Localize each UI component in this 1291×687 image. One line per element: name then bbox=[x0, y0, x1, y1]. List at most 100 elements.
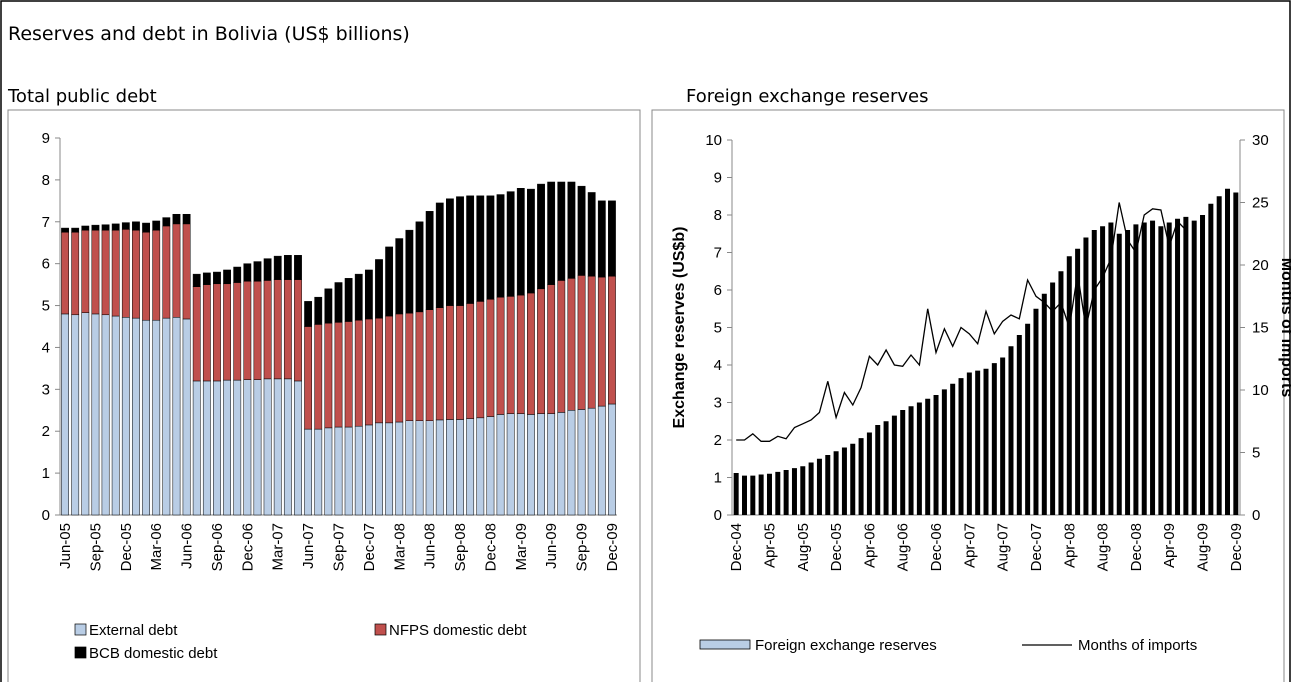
bar-segment bbox=[314, 428, 323, 516]
bar bbox=[1208, 203, 1214, 515]
bar bbox=[758, 474, 764, 515]
legend-label: NFPS domestic debt bbox=[389, 622, 527, 639]
x-tick-label: Apr-05 bbox=[761, 523, 778, 568]
y-tick-label: 5 bbox=[42, 298, 50, 315]
bar-segment bbox=[466, 418, 475, 516]
bar-segment bbox=[506, 191, 515, 297]
bar-segment bbox=[111, 229, 120, 317]
y-tick-label: 7 bbox=[42, 214, 50, 231]
bar-segment bbox=[587, 275, 596, 409]
bar-segment bbox=[527, 414, 535, 516]
bar-segment bbox=[456, 419, 464, 516]
bar-segment bbox=[446, 198, 454, 306]
bar-segment bbox=[132, 229, 140, 319]
x-tick-label: Aug-09 bbox=[1195, 523, 1212, 571]
bar-segment bbox=[253, 379, 262, 516]
page-title: Reserves and debt in Bolivia (US$ billio… bbox=[8, 23, 410, 45]
bar-segment bbox=[142, 319, 150, 516]
y2-tick-label: 25 bbox=[1252, 195, 1269, 212]
y2-tick-label: 15 bbox=[1252, 320, 1269, 337]
y-tick-label: 3 bbox=[42, 381, 50, 398]
bar bbox=[925, 398, 931, 515]
bar-segment bbox=[354, 425, 363, 516]
bar-segment bbox=[608, 403, 616, 516]
panel-frame bbox=[7, 109, 641, 687]
x-tick-label: Dec-04 bbox=[728, 523, 745, 571]
x-tick-label: Dec-05 bbox=[828, 523, 845, 571]
bar-segment bbox=[486, 195, 495, 300]
legend-label: Foreign exchange reserves bbox=[755, 637, 937, 654]
x-tick-label: Apr-09 bbox=[1161, 523, 1178, 568]
x-tick-label: Jun-09 bbox=[543, 523, 560, 569]
bar-segment bbox=[527, 188, 535, 294]
bar-segment bbox=[182, 223, 191, 320]
bar-segment bbox=[304, 428, 313, 516]
y-tick-label: 9 bbox=[714, 170, 722, 187]
x-tick-label: Jun-06 bbox=[179, 523, 196, 569]
bar-segment bbox=[152, 319, 161, 516]
bar bbox=[1133, 224, 1139, 515]
bar-segment bbox=[344, 321, 353, 428]
bar bbox=[975, 370, 981, 515]
y-tick-label: 1 bbox=[714, 470, 722, 487]
y-tick-label: 0 bbox=[42, 507, 50, 524]
bar bbox=[950, 383, 956, 515]
bar-segment bbox=[395, 238, 404, 315]
bar bbox=[1166, 222, 1172, 515]
bar-segment bbox=[61, 232, 69, 315]
bar-segment bbox=[142, 222, 150, 233]
bar-segment bbox=[435, 307, 444, 421]
bar-segment bbox=[324, 288, 333, 324]
bar-segment bbox=[324, 322, 333, 429]
bar-segment bbox=[172, 213, 181, 225]
x-tick-label: Apr-08 bbox=[1061, 523, 1078, 568]
bar-segment bbox=[101, 229, 110, 316]
bar-segment bbox=[446, 419, 454, 516]
bar-segment bbox=[608, 200, 616, 277]
bar-segment bbox=[385, 246, 394, 317]
y2-axis-title: Months of imports bbox=[1278, 258, 1291, 398]
y-tick-label: 1 bbox=[42, 465, 50, 482]
bar bbox=[800, 466, 806, 515]
bar bbox=[958, 378, 964, 515]
bar bbox=[941, 389, 947, 515]
y-tick-label: 0 bbox=[714, 507, 722, 524]
bar bbox=[991, 363, 997, 515]
bar-segment bbox=[557, 412, 566, 516]
bar-segment bbox=[152, 220, 161, 231]
bar-segment bbox=[253, 261, 262, 282]
bar-segment bbox=[567, 181, 576, 279]
bar-segment bbox=[121, 222, 130, 230]
bar-segment bbox=[577, 275, 586, 410]
bar-segment bbox=[516, 294, 525, 414]
x-tick-label: Dec-06 bbox=[239, 523, 256, 571]
bar-segment bbox=[273, 255, 282, 280]
bar-segment bbox=[385, 422, 394, 516]
bar-segment bbox=[527, 292, 535, 415]
bar-segment bbox=[263, 378, 272, 516]
y-tick-label: 8 bbox=[42, 172, 50, 189]
bar-segment bbox=[223, 379, 231, 516]
bar-segment bbox=[334, 282, 343, 323]
bar-segment bbox=[587, 192, 596, 277]
bar bbox=[875, 425, 881, 515]
bar-segment bbox=[537, 183, 545, 290]
y2-tick-label: 10 bbox=[1252, 382, 1269, 399]
bar-segment bbox=[476, 195, 485, 302]
bar-segment bbox=[223, 283, 231, 381]
bar-segment bbox=[294, 255, 302, 280]
legend-swatch bbox=[699, 639, 751, 650]
bar bbox=[1058, 271, 1064, 515]
y-tick-label: 7 bbox=[714, 245, 722, 262]
bar-segment bbox=[395, 421, 404, 516]
bar bbox=[891, 415, 897, 515]
x-tick-label: Sep-09 bbox=[574, 523, 591, 571]
bar-segment bbox=[142, 232, 150, 321]
line bbox=[736, 202, 1187, 442]
y-tick-label: 10 bbox=[705, 132, 722, 149]
x-tick-label: Dec-06 bbox=[928, 523, 945, 571]
bar bbox=[916, 402, 922, 515]
bar bbox=[775, 471, 781, 515]
y2-tick-label: 5 bbox=[1252, 445, 1260, 462]
bar-segment bbox=[324, 427, 333, 516]
